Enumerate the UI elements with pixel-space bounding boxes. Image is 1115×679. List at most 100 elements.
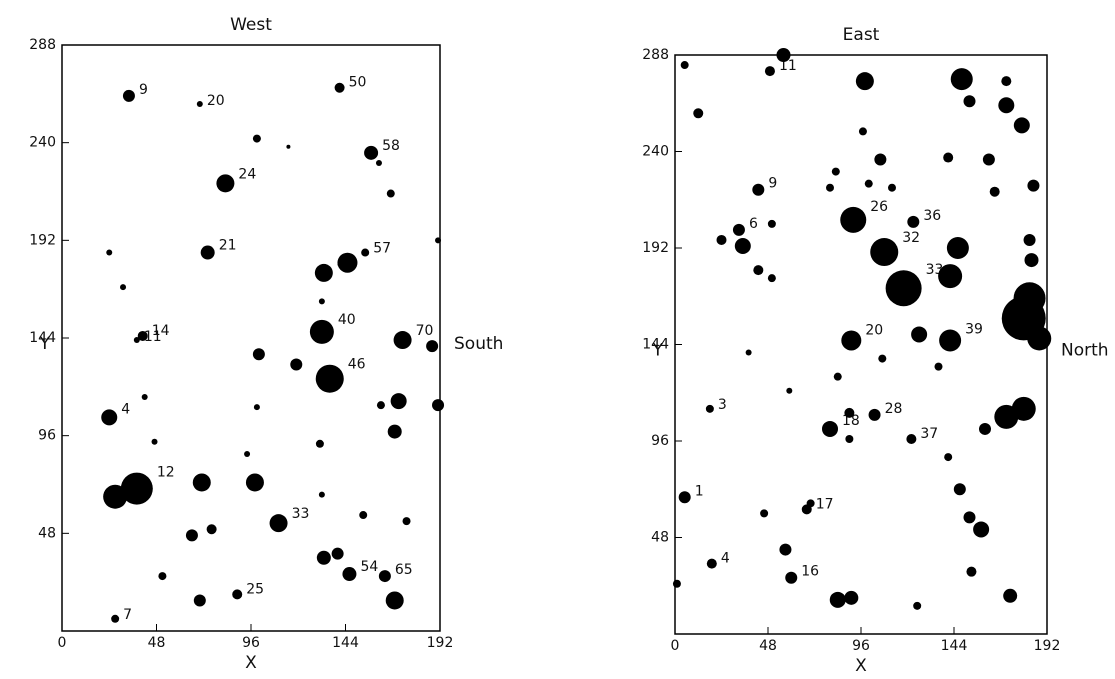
y-tick-label: 240 bbox=[29, 135, 56, 151]
star bbox=[845, 435, 853, 443]
star-label: 7 bbox=[123, 607, 132, 623]
star bbox=[947, 237, 969, 259]
star bbox=[966, 567, 976, 577]
star bbox=[193, 473, 211, 491]
star bbox=[779, 544, 791, 556]
star bbox=[865, 180, 873, 188]
y-tick-label: 96 bbox=[38, 428, 56, 444]
star bbox=[359, 511, 367, 519]
star bbox=[844, 408, 854, 418]
star bbox=[432, 399, 444, 411]
y-tick-label: 192 bbox=[642, 240, 669, 256]
star bbox=[186, 529, 198, 541]
star bbox=[777, 48, 791, 62]
star-label: 33 bbox=[292, 506, 310, 522]
y-tick-label: 240 bbox=[642, 144, 669, 160]
star bbox=[253, 135, 261, 143]
star bbox=[679, 491, 691, 503]
star bbox=[911, 326, 927, 342]
star bbox=[253, 348, 265, 360]
star bbox=[216, 174, 234, 192]
star-label: 40 bbox=[338, 312, 356, 328]
x-tick-label: 192 bbox=[427, 635, 454, 651]
star bbox=[786, 388, 792, 394]
star-label: 70 bbox=[416, 323, 434, 339]
star-label: 6 bbox=[749, 216, 758, 232]
star bbox=[822, 421, 838, 437]
x-tick-label: 48 bbox=[148, 635, 166, 651]
x-tick-label: 0 bbox=[58, 635, 67, 651]
star bbox=[785, 572, 797, 584]
star-label: 11 bbox=[144, 329, 162, 345]
star bbox=[386, 591, 404, 609]
star-label: 28 bbox=[885, 401, 903, 417]
y-tick-label: 192 bbox=[29, 232, 56, 248]
star bbox=[158, 572, 166, 580]
star bbox=[939, 329, 961, 351]
star-label: 54 bbox=[360, 559, 378, 575]
star-label: 12 bbox=[157, 465, 175, 481]
star bbox=[335, 83, 345, 93]
star-label: 25 bbox=[246, 581, 264, 597]
star bbox=[254, 404, 260, 410]
y-tick-label: 48 bbox=[38, 525, 56, 541]
y-tick-label: 48 bbox=[651, 530, 669, 546]
star bbox=[888, 184, 896, 192]
star bbox=[973, 521, 989, 537]
star bbox=[681, 61, 689, 69]
star bbox=[376, 160, 382, 166]
star bbox=[753, 265, 763, 275]
star bbox=[290, 358, 302, 370]
star bbox=[735, 238, 751, 254]
star-label: 1 bbox=[695, 483, 704, 499]
star bbox=[830, 592, 846, 608]
star bbox=[246, 473, 264, 491]
star bbox=[194, 594, 206, 606]
star-label: 37 bbox=[920, 426, 938, 442]
star-label: 36 bbox=[923, 208, 941, 224]
star-label: 9 bbox=[139, 82, 148, 98]
star bbox=[943, 153, 953, 163]
star bbox=[207, 524, 217, 534]
star bbox=[1014, 117, 1030, 133]
star bbox=[286, 145, 290, 149]
star-label: 4 bbox=[121, 401, 130, 417]
star bbox=[834, 373, 842, 381]
star bbox=[964, 511, 976, 523]
star bbox=[869, 409, 881, 421]
star bbox=[377, 401, 385, 409]
star-label: 20 bbox=[865, 322, 883, 338]
star bbox=[1024, 234, 1036, 246]
star bbox=[998, 97, 1014, 113]
star bbox=[1001, 76, 1011, 86]
star bbox=[844, 591, 858, 605]
star-label: 24 bbox=[238, 166, 256, 182]
star bbox=[807, 499, 815, 507]
star bbox=[1014, 282, 1046, 314]
star bbox=[856, 72, 874, 90]
star bbox=[361, 249, 369, 257]
x-tick-label: 48 bbox=[759, 638, 777, 654]
star-label: 46 bbox=[348, 357, 366, 373]
star bbox=[337, 253, 357, 273]
y-tick-label: 144 bbox=[29, 330, 56, 346]
star bbox=[907, 216, 919, 228]
star bbox=[316, 365, 344, 393]
star-label: 21 bbox=[219, 238, 237, 254]
star bbox=[746, 350, 752, 356]
star bbox=[954, 483, 966, 495]
star-label: 58 bbox=[382, 138, 400, 154]
star bbox=[332, 548, 344, 560]
star bbox=[878, 355, 886, 363]
star bbox=[387, 190, 395, 198]
star bbox=[832, 168, 840, 176]
star bbox=[707, 559, 717, 569]
star bbox=[197, 101, 203, 107]
plot-frame bbox=[62, 45, 440, 631]
star bbox=[364, 146, 378, 160]
star bbox=[859, 127, 867, 135]
star bbox=[111, 615, 119, 623]
star bbox=[752, 184, 764, 196]
star-label: 57 bbox=[373, 241, 391, 257]
star-label: 65 bbox=[395, 562, 413, 578]
